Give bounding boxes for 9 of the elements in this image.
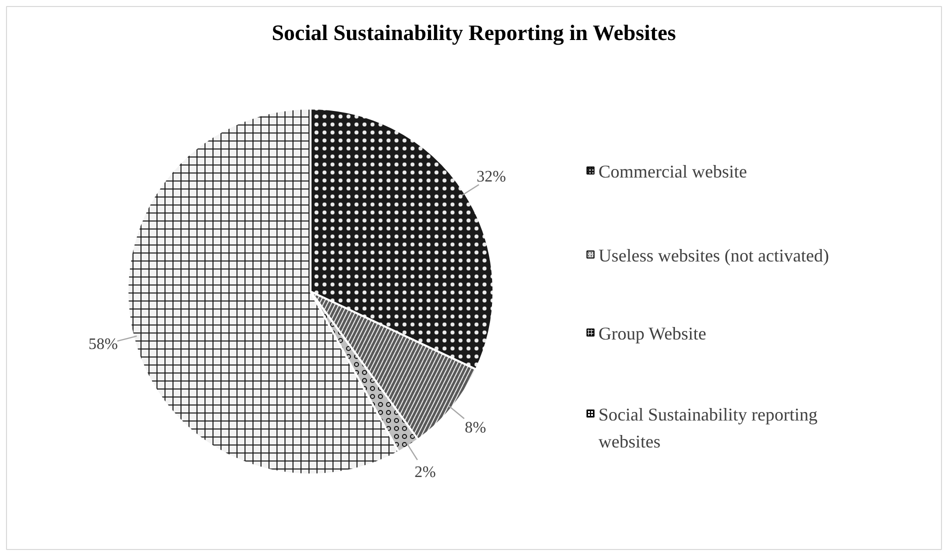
- data-label: 8%: [464, 419, 486, 436]
- legend-label: Group Website: [598, 324, 706, 344]
- legend-label: Social Sustainability reporting websites: [598, 404, 818, 452]
- legend-label: Useless websites (not activated): [598, 246, 829, 266]
- chart-title: Social Sustainability Reporting in Websites: [272, 20, 676, 45]
- data-label: 58%: [88, 336, 118, 354]
- data-label: 2%: [414, 464, 436, 481]
- legend-label: Commercial website: [598, 162, 747, 182]
- data-label: 32%: [476, 168, 506, 186]
